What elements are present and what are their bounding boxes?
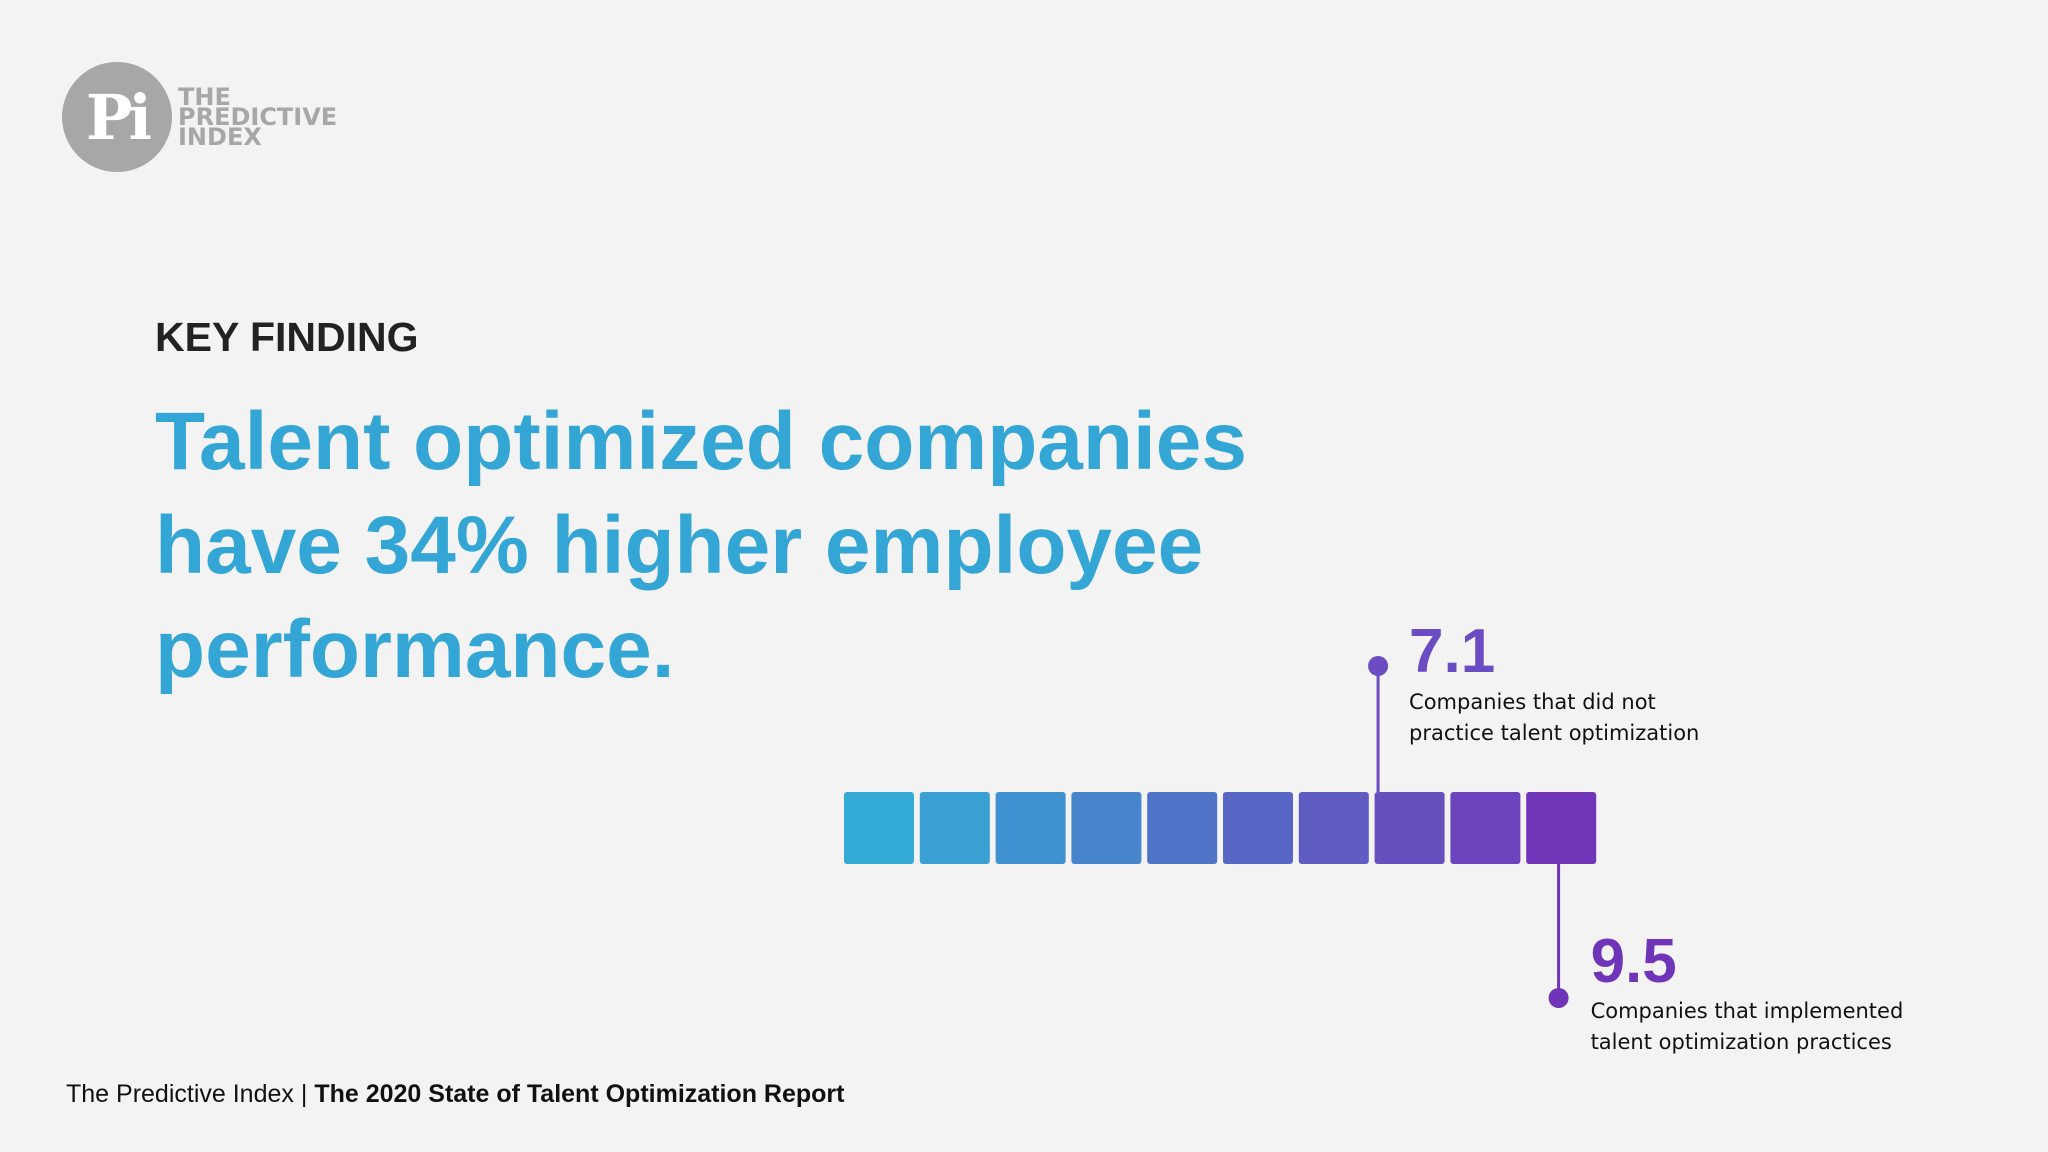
logo-wordmark: THE PREDICTIVE INDEX	[178, 83, 338, 151]
callout-label-2-line-2: talent optimization practices	[1591, 1030, 1892, 1054]
footer: The Predictive Index | The 2020 State of…	[66, 1080, 844, 1109]
scale-segment-4	[1071, 792, 1142, 864]
footer-publisher: The Predictive Index	[66, 1080, 294, 1108]
callout-value-1: 7.1	[1409, 617, 1495, 686]
scale-segment-10	[1526, 792, 1597, 864]
footer-report-title: The 2020 State of Talent Optimization Re…	[314, 1080, 845, 1108]
callout-label-1-line-1: Companies that did not	[1409, 690, 1656, 714]
scale-segment-6	[1223, 792, 1293, 864]
callout-value-2: 9.5	[1591, 927, 1677, 996]
scale-segment-7	[1298, 792, 1369, 864]
scale-segment-1	[844, 792, 914, 864]
callout-label-1-line-2: practice talent optimization	[1409, 721, 1699, 745]
scale-segment-9	[1450, 792, 1521, 864]
logo-line-1: THE	[178, 83, 231, 111]
logo-line-3: INDEX	[178, 123, 262, 151]
scale-segment-8	[1374, 792, 1445, 864]
scale-segment-2	[919, 792, 990, 864]
footer-separator: |	[300, 1080, 308, 1108]
key-finding-label: KEY FINDING	[155, 314, 419, 360]
logo-line-2: PREDICTIVE	[178, 103, 338, 131]
logo-mark: Pi	[62, 62, 172, 172]
predictive-index-logo: Pi THE PREDICTIVE INDEX	[62, 62, 362, 177]
callout-label-2-line-1: Companies that implemented	[1591, 999, 1904, 1023]
callout-dot-2	[1548, 988, 1569, 1008]
scale-segment-5	[1147, 792, 1218, 864]
headline: Talent optimized companies have 34% high…	[155, 396, 1247, 695]
scale-segment-3	[995, 792, 1066, 864]
callout-dot-1	[1368, 656, 1389, 676]
